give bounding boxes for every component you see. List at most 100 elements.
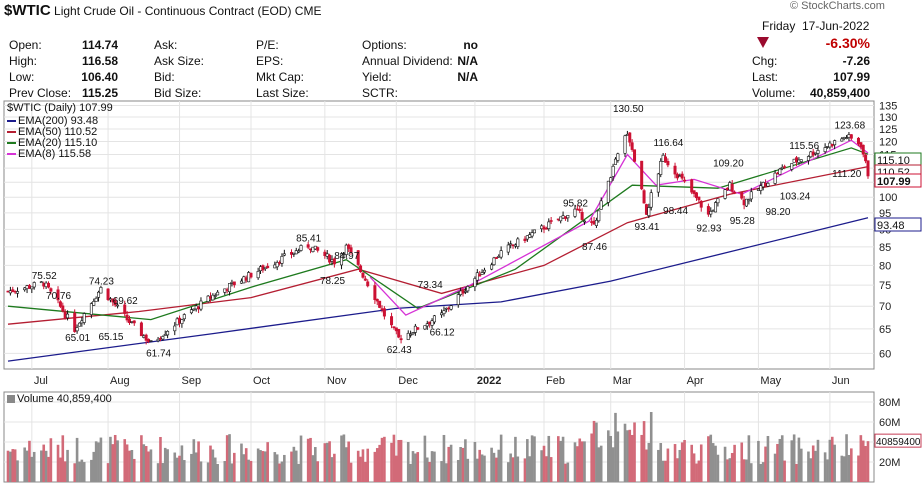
- volume-bar: [599, 445, 603, 482]
- candle-body: [97, 291, 101, 298]
- candle-body: [547, 221, 551, 229]
- candle-body: [673, 165, 677, 175]
- volume-bar: [857, 455, 860, 482]
- volume-bar: [707, 436, 710, 482]
- volume-bar: [473, 441, 477, 482]
- volume-bar: [711, 443, 715, 482]
- candle-body: [228, 283, 232, 293]
- volume-bar: [163, 447, 167, 482]
- volume-bar: [642, 421, 646, 482]
- candle-body: [733, 191, 737, 194]
- candle-body: [509, 243, 513, 246]
- candle-body: [382, 308, 386, 317]
- candle-body: [175, 318, 179, 326]
- candle-body: [756, 188, 760, 191]
- candle-body: [528, 234, 532, 238]
- volume-bar: [428, 461, 431, 482]
- candle-body: [158, 338, 162, 340]
- volume-bar: [628, 429, 632, 482]
- price-annotation: 87.46: [582, 242, 607, 253]
- y-tick-label: 65: [879, 324, 891, 336]
- candle-body: [544, 227, 548, 230]
- volume-bar: [449, 444, 453, 482]
- candle-body: [58, 301, 62, 307]
- candle-body: [640, 160, 644, 190]
- candle-body: [149, 340, 153, 342]
- candle-body: [99, 287, 103, 294]
- volume-bar: [32, 451, 36, 482]
- volume-bar: [342, 434, 346, 482]
- volume-bar: [823, 452, 827, 482]
- volume-bar: [611, 447, 615, 482]
- candle-body: [823, 147, 827, 152]
- candle-body: [223, 288, 227, 293]
- y-tick-label: 80: [879, 260, 891, 272]
- volume-panel-frame: [3, 391, 875, 483]
- volume-bar: [290, 451, 293, 482]
- volume-bar: [499, 434, 503, 482]
- candle-body: [699, 200, 703, 208]
- volume-bar: [161, 463, 165, 482]
- volume-bar: [833, 444, 836, 482]
- value-tag-box: [874, 217, 922, 232]
- volume-bar: [811, 445, 815, 482]
- volume-bar: [749, 463, 753, 482]
- candle-body: [297, 250, 301, 253]
- low-value: 106.40: [81, 70, 118, 84]
- candle-body: [623, 135, 627, 154]
- candle-body: [849, 134, 853, 139]
- volume-bar: [742, 459, 746, 482]
- ema-line-ema50: [7, 165, 869, 325]
- candle-body: [633, 149, 637, 162]
- candle-body: [92, 301, 96, 306]
- mkt-cap-label: Mkt Cap:: [256, 70, 305, 84]
- volume-tick-label: 20M: [879, 457, 900, 469]
- options-label: Options:: [362, 38, 407, 52]
- volume-bar: [676, 458, 679, 482]
- price-annotation: 62.43: [387, 345, 412, 356]
- volume-bar: [359, 456, 362, 482]
- candle-body: [16, 291, 20, 294]
- volume-bar: [647, 442, 651, 482]
- bid-label: Bid:: [154, 70, 175, 84]
- volume-bar: [49, 438, 53, 482]
- candle-body: [749, 191, 753, 200]
- x-tick-label: Dec: [398, 375, 418, 387]
- candle-body: [46, 282, 50, 288]
- candle-body: [742, 199, 746, 206]
- candle-body: [583, 220, 587, 223]
- chart-header-title: $WTIC Light Crude Oil - Continuous Contr…: [4, 2, 321, 19]
- volume-bar: [73, 463, 77, 482]
- last-size-label: Last Size:: [256, 86, 309, 100]
- candle-body: [273, 264, 277, 269]
- candle-body: [349, 247, 353, 253]
- volume-bars: [6, 412, 870, 482]
- volume-bar: [792, 434, 796, 482]
- volume-bar: [209, 445, 212, 482]
- candle-body: [859, 142, 863, 148]
- candle-body: [330, 259, 334, 262]
- volume-bar: [309, 437, 312, 482]
- candle-body: [8, 290, 12, 294]
- candle-body: [75, 327, 79, 332]
- candle-body: [328, 254, 332, 263]
- candle-body: [27, 285, 31, 289]
- volume-bar: [66, 449, 69, 482]
- candle-body: [390, 316, 394, 326]
- volume-bar: [11, 449, 15, 482]
- volume-bar: [395, 455, 398, 482]
- volume-bar: [476, 458, 479, 482]
- volume-bar: [528, 456, 532, 482]
- candle-body: [542, 226, 546, 230]
- volume-bar: [364, 461, 367, 482]
- candle-body: [392, 326, 396, 328]
- volume-bar: [683, 440, 686, 482]
- candle-body: [11, 289, 15, 293]
- volume-bar: [349, 462, 353, 482]
- candle-body: [416, 327, 420, 330]
- candle-body: [178, 317, 182, 324]
- volume-bar: [397, 440, 400, 482]
- volume-bar: [850, 448, 853, 482]
- candle-body: [866, 160, 870, 177]
- volume-bar: [566, 462, 570, 482]
